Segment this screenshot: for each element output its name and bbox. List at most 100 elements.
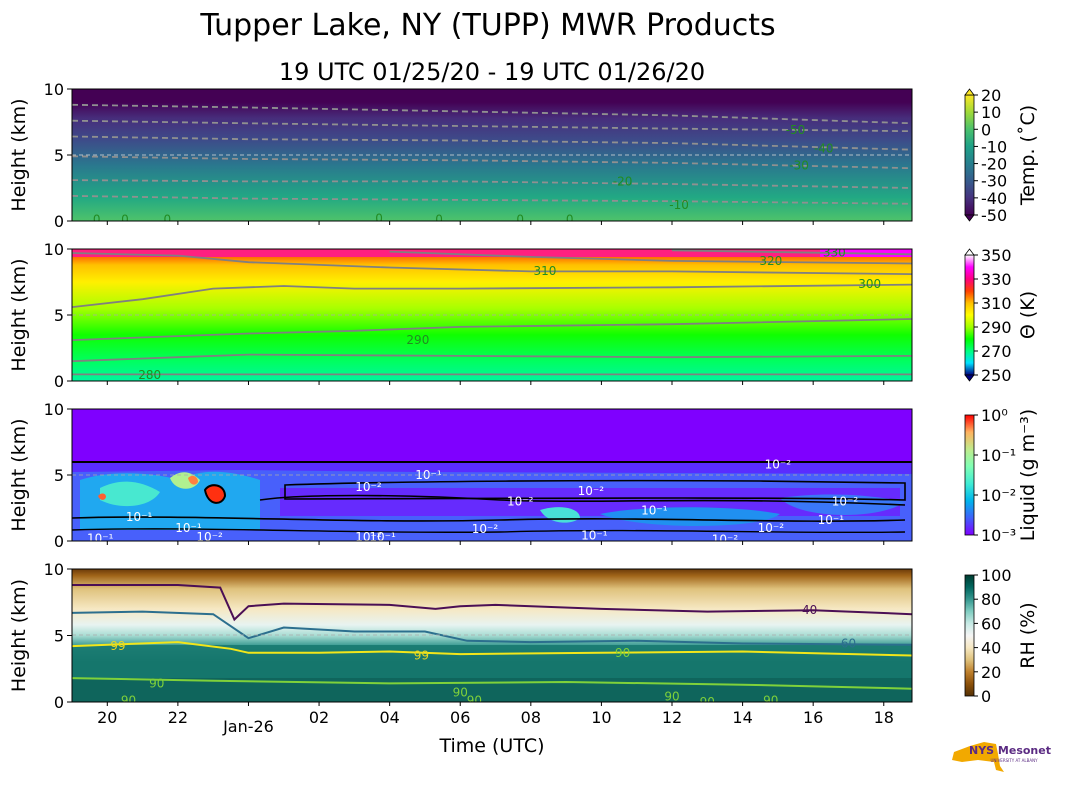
contour-label: 10⁻¹ (175, 521, 202, 535)
x-tick-label: 18 (874, 708, 894, 727)
contour-line--20 (72, 179, 912, 189)
y-tick-label: 0 (54, 372, 64, 391)
contour-label: 310 (533, 264, 556, 278)
x-tick-label: Jan-26 (222, 717, 274, 736)
contour-label: 90 (467, 694, 482, 708)
colorbar-relative-humidity (964, 574, 975, 697)
contour-line-330 (671, 249, 912, 256)
contour-label: -50 (786, 123, 806, 137)
contour-label: 10⁻² (507, 494, 534, 508)
colorbar-tick-label: 80 (981, 590, 1001, 609)
colorbar-tick-label: 330 (981, 270, 1012, 289)
contour-label: 10⁻² (832, 494, 859, 508)
contour-label: 0 (121, 213, 129, 227)
x-tick-label: 16 (803, 708, 823, 727)
colorbar-label: Liquid (g m⁻³) (1017, 409, 1039, 541)
contour-label: 320 (759, 254, 782, 268)
contour-label: 10⁻² (758, 521, 785, 535)
contour-line-290 (72, 318, 912, 341)
colorbar-tick-label: -20 (981, 155, 1007, 174)
y-tick-label: 10 (44, 400, 64, 419)
contour-label: 10⁻² (355, 530, 382, 544)
colorbar-tick-label: 20 (981, 663, 1001, 682)
colorbar-temperature (964, 94, 975, 216)
contour-label: 99 (110, 639, 125, 653)
colorbar-tick-label: 10 (981, 103, 1001, 122)
y-axis-label: Height (km) (8, 418, 30, 531)
y-axis-label: Height (km) (8, 258, 30, 371)
y-tick-label: 10 (44, 80, 64, 99)
colorbar-tick-label: -10 (981, 137, 1007, 156)
contour-label: 10⁻¹ (415, 468, 442, 482)
contour-label: -20 (613, 174, 633, 188)
contour-label: 0 (163, 213, 171, 227)
y-tick-label: 5 (54, 627, 64, 646)
contour-label: 0 (566, 213, 574, 227)
contour-label: 10⁻² (472, 522, 499, 536)
colorbar-tick-label: 0 (981, 120, 991, 139)
contour-label: 90 (615, 646, 630, 660)
colorbar-tick-label: 0 (981, 687, 991, 706)
colorbar-tick-label: 270 (981, 342, 1012, 361)
colorbar-label: Temp. (˚C) (1017, 105, 1039, 206)
colorbar-tick-label: -30 (981, 172, 1007, 191)
contour-line--40 (72, 135, 912, 151)
contour-line--30 (72, 155, 912, 170)
contour-line--50 (72, 119, 912, 133)
ny-state-shape (952, 742, 1004, 772)
contour-label: 10⁻² (765, 457, 792, 471)
contour-label: -10 (669, 198, 689, 212)
contour-label: 0 (375, 211, 383, 225)
y-axis-label: Height (km) (8, 98, 30, 211)
figure-subtitle: 19 UTC 01/25/20 - 19 UTC 01/26/20 (279, 58, 705, 86)
contour-label: -40 (814, 141, 834, 155)
x-tick-label: 22 (168, 708, 188, 727)
contour-line-320 (389, 250, 912, 265)
colorbar-extend-bottom (964, 214, 975, 222)
contour-label: 10⁻² (712, 533, 739, 547)
contour-label: 300 (858, 277, 881, 291)
contour-label: 40 (802, 603, 817, 617)
contour-label: 280 (138, 368, 161, 382)
contour-label: 0 (516, 213, 524, 227)
y-tick-label: 5 (54, 146, 64, 165)
contour-label: 10⁻¹ (87, 531, 114, 545)
colorbar-theta (964, 254, 975, 376)
contour-line-60 (72, 610, 912, 646)
colorbar-liquid (964, 414, 975, 536)
colorbar-tick-label: 40 (981, 639, 1001, 658)
liquid-cloud-field (72, 461, 912, 541)
colorbar-tick-label: -40 (981, 189, 1007, 208)
y-tick-label: 5 (54, 466, 64, 485)
contour-label: -30 (789, 159, 809, 173)
colorbar-label: RH (%) (1017, 602, 1039, 668)
y-tick-label: 5 (54, 306, 64, 325)
x-tick-label: 08 (521, 708, 541, 727)
contour-line--60 (72, 103, 912, 125)
colorbar-tick-label: 290 (981, 318, 1012, 337)
contour-label: 10⁻¹ (818, 513, 845, 527)
contour-label: 90 (664, 690, 679, 704)
colorbar-tick-label: 10⁻¹ (981, 446, 1016, 465)
contour-line-285 (72, 353, 912, 363)
colorbar-tick-label: 250 (981, 366, 1012, 385)
contour-label: 290 (406, 333, 429, 347)
y-axis-label: Height (km) (8, 579, 30, 692)
contour-label: 90 (149, 676, 164, 690)
logo-subtext: UNIVERSITY AT ALBANY (990, 758, 1038, 763)
contour-line-99 (72, 641, 912, 657)
y-tick-label: 0 (54, 212, 64, 231)
contour-label: 10⁻² (196, 530, 223, 544)
x-axis-label: Time (UTC) (438, 735, 544, 757)
contour-line-300 (72, 283, 912, 308)
colorbar-tick-label: -50 (981, 206, 1007, 225)
contour-label: 90 (763, 694, 778, 708)
contour-label: 10⁻¹ (581, 529, 608, 543)
colorbar-tick-label: 10⁻² (981, 486, 1016, 505)
logo-text: NYS Mesonet (969, 744, 1051, 757)
figure-title: Tupper Lake, NY (TUPP) MWR Products (199, 8, 775, 43)
colorbar-tick-label: 350 (981, 246, 1012, 265)
contour-line-90 (72, 677, 912, 690)
